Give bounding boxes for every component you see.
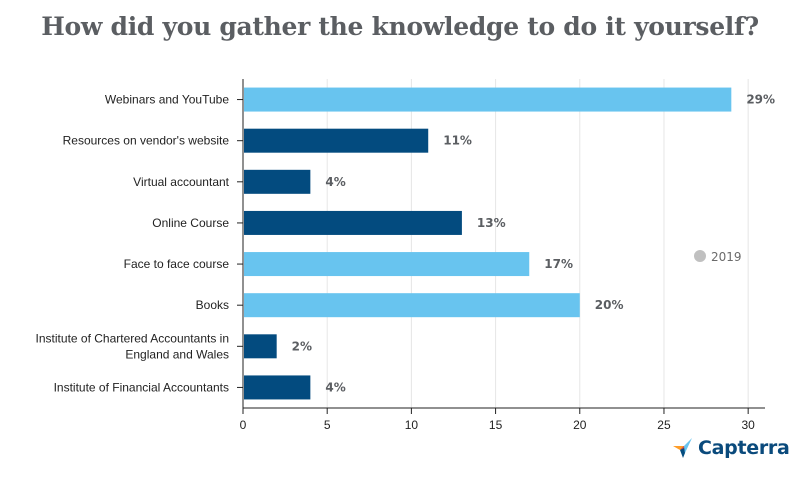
data-label: 29% <box>746 93 775 107</box>
bar <box>244 293 580 318</box>
capterra-logo-icon <box>673 438 692 458</box>
data-label: 11% <box>443 134 472 148</box>
brand-name: Capterra <box>698 437 790 459</box>
data-label: 4% <box>325 175 345 189</box>
category-label: Books <box>196 298 229 312</box>
x-tick-label: 5 <box>324 418 331 432</box>
data-label: 4% <box>325 380 345 394</box>
chart-title: How did you gather the knowledge to do i… <box>41 12 759 41</box>
bar <box>244 128 429 153</box>
data-label: 2% <box>292 339 312 353</box>
bar <box>244 375 311 400</box>
category-label: Institute of Chartered Accountants in Eng… <box>36 331 229 361</box>
legend-marker <box>694 250 706 262</box>
bar <box>244 334 277 359</box>
category-label: Institute of Financial Accountants <box>54 380 229 394</box>
data-label: 13% <box>477 216 506 230</box>
bar <box>244 87 732 112</box>
category-label: Resources on vendor's website <box>63 134 230 148</box>
category-label: Virtual accountant <box>133 175 230 189</box>
bar <box>244 252 530 277</box>
x-tick-label: 25 <box>657 418 671 432</box>
x-tick-label: 30 <box>741 418 755 432</box>
category-label: Face to face course <box>124 257 230 271</box>
data-label: 20% <box>595 298 624 312</box>
x-tick-label: 0 <box>240 418 247 432</box>
x-tick-label: 20 <box>573 418 587 432</box>
x-tick-label: 15 <box>489 418 503 432</box>
data-label: 17% <box>544 257 573 271</box>
x-tick-label: 10 <box>405 418 419 432</box>
category-label: Online Course <box>152 216 229 230</box>
category-label: Webinars and YouTube <box>105 93 229 107</box>
brand-logo: Capterra <box>672 437 790 459</box>
legend-label: 2019 <box>711 250 742 264</box>
bar <box>244 169 311 194</box>
bar <box>244 210 462 235</box>
